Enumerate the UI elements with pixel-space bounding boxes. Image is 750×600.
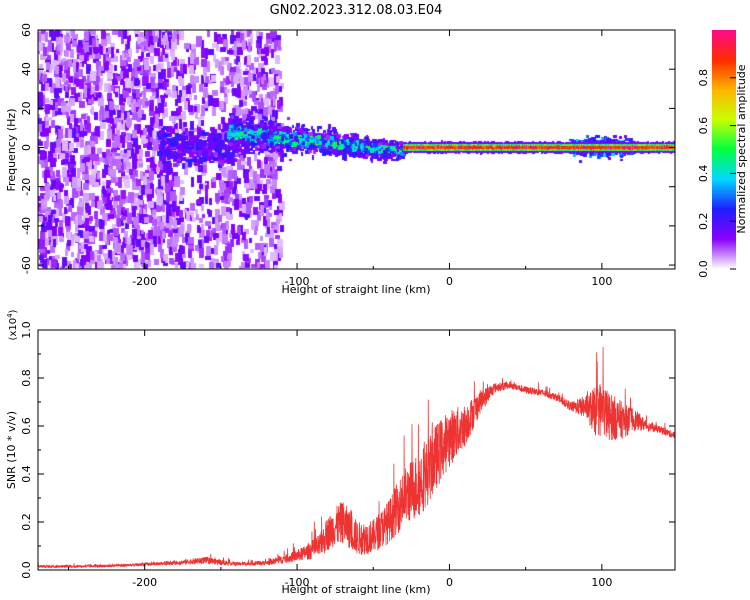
snr-y-tick-label: 0.2 [20,513,33,531]
snr-x-tick-label: 100 [591,576,612,589]
snr-y-tick-label: 0.0 [20,561,33,579]
snr-y-multiplier-close: ) [8,309,19,313]
snr-y-tick-label: 1.0 [20,321,33,339]
spectrogram-heatmap [38,30,675,269]
snr-x-tick-label: -200 [132,576,157,589]
snr-y-tick-label: 0.6 [20,417,33,435]
spectrogram-y-tick-label: 20 [20,101,33,115]
colorbar-tick-label: 0.0 [697,260,710,278]
snr-x-tick-label: 0 [446,576,453,589]
spectrogram-x-tick-label: 0 [446,275,453,288]
snr-y-tick-label: 0.8 [20,369,33,387]
spectrogram-y-tick-label: 40 [20,62,33,76]
spectrogram-image [38,30,675,269]
spectrogram-y-tick-label: 0 [20,144,33,151]
snr-series-line [38,346,675,569]
snr-x-tick-label: -100 [285,576,310,589]
colorbar: 0.0 0.2 0.4 0.6 0.8 Normalized spectral ampl… [697,30,748,278]
spectrogram-x-tick-label: -200 [132,275,157,288]
colorbar-tick-label: 0.2 [697,212,710,230]
snr-x-label: Height of straight line (km) [281,583,430,596]
spectrogram-y-tick-label: -40 [20,217,33,235]
spectrogram-y-tick-label: -20 [20,178,33,196]
colorbar-tick-label: 0.8 [697,69,710,87]
spectrogram-y-tick-label: -60 [20,256,33,274]
colorbar-tick-label: 0.6 [697,117,710,135]
snr-y-multiplier-exponent: 4 [6,313,14,318]
snr-panel: -200 -100 0 100 0.0 0.2 0.4 0.6 0.8 1.0 Height of… [5,309,676,596]
spectrogram-frame [37,29,676,270]
colorbar-scale [712,30,736,269]
figure-title: GN02.2023.312.08.03.E04 [270,3,443,18]
snr-y-multiplier-base: (x10 [8,318,19,341]
spectrogram-x-tick-label: 100 [591,275,612,288]
colorbar-label: Normalized spectral amplitude [735,64,748,233]
spectrogram-y-tick-label: 60 [20,23,33,37]
snr-y-label: SNR (10 * v/v) [5,411,18,489]
snr-axes: -200 -100 0 100 0.0 0.2 0.4 0.6 0.8 1.0 [20,321,675,589]
colorbar-tick-label: 0.4 [697,165,710,183]
spectrogram-x-label: Height of straight line (km) [281,283,430,296]
spectrogram-x-tick-label: -100 [285,275,310,288]
snr-y-tick-label: 0.4 [20,465,33,483]
snr-y-multiplier: (x104) [6,309,19,340]
spectrogram-y-label: Frequency (Hz) [5,109,18,192]
colorbar-ticks: 0.0 0.2 0.4 0.6 0.8 [697,69,736,278]
